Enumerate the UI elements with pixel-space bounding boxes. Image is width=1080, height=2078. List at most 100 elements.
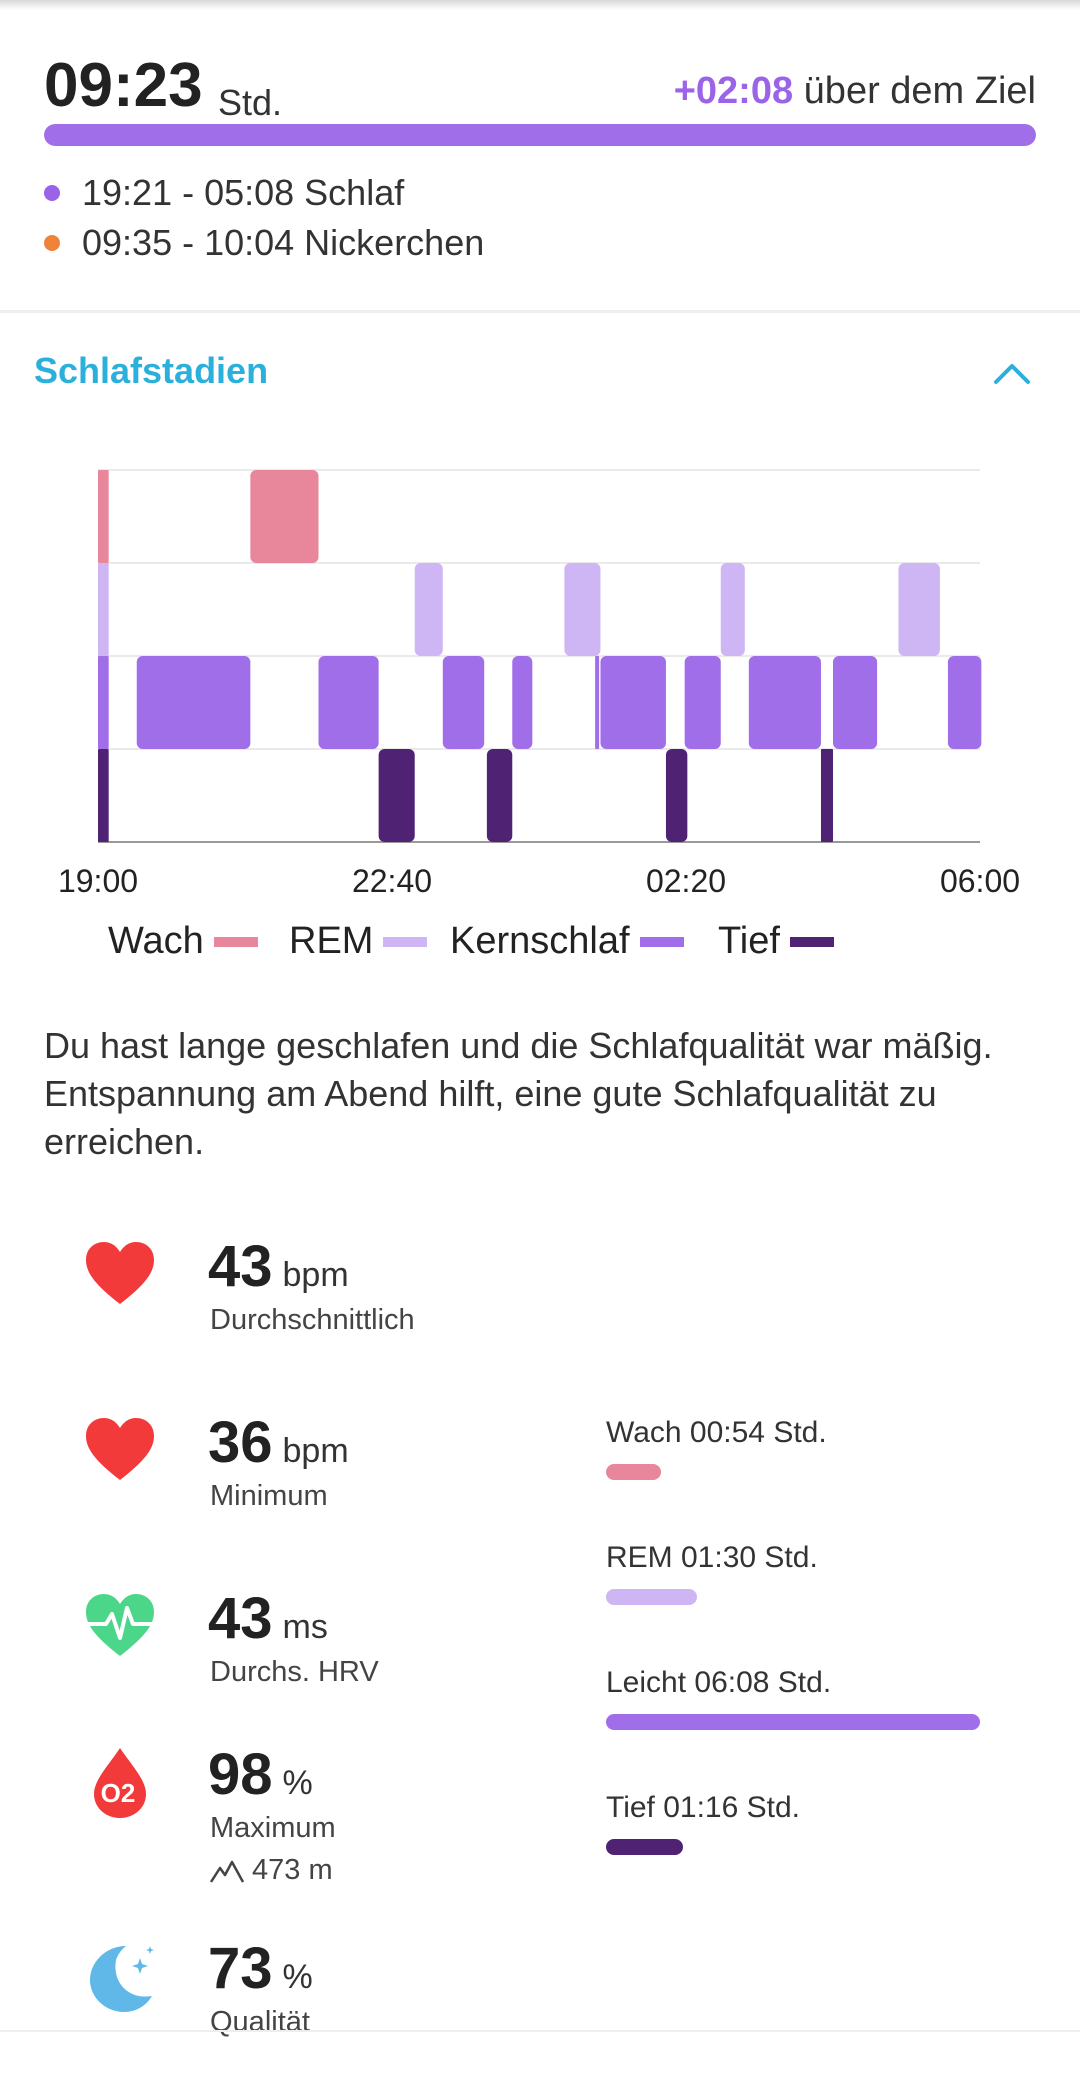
metric-label: Durchs. HRV [210, 1656, 379, 1688]
chart-legend: Wach REM Kernschlaf Tief [0, 920, 1080, 980]
metric-label: Minimum [210, 1480, 328, 1512]
sleep-description: Du hast lange geschlafen und die Schlafq… [44, 1025, 993, 1162]
nap-entry[interactable]: 09:35 - 10:04 Nickerchen [44, 222, 484, 264]
nap-entry-dot [44, 235, 60, 251]
chart-segment-tief [98, 749, 109, 842]
stage-duration-tief: Tief 01:16 Std. [606, 1791, 1026, 1881]
chart-segment-tief [378, 749, 415, 842]
legend-label: Tief [718, 920, 780, 962]
max-spo2: O2 98% Maximum 473 m [0, 1742, 560, 1887]
sleep-stages-chart: 19:00 22:40 02:20 06:00 [58, 469, 1020, 899]
metric-unit: bpm [282, 1256, 349, 1294]
nap-entry-text: 09:35 - 10:04 Nickerchen [82, 222, 485, 263]
stage-duration-bar [606, 1714, 980, 1730]
mountain-icon [210, 1860, 244, 1883]
legend-label: Wach [108, 920, 204, 962]
oxygen-badge: O2 [101, 1778, 136, 1808]
legend-item-wach: Wach [108, 920, 258, 963]
metric-value: 73 [208, 1936, 273, 2001]
bottom-divider [0, 2030, 1080, 2032]
stage-duration-bar [606, 1839, 684, 1855]
stage-duration-wach: Wach 00:54 Std. [606, 1416, 1026, 1506]
chart-segment-wach [98, 470, 109, 563]
chevron-up-icon[interactable] [990, 358, 1034, 388]
chart-segment-kernschlaf [318, 656, 379, 749]
top-shadow [0, 0, 1080, 10]
x-tick-label: 02:20 [646, 863, 726, 899]
legend-item-rem: REM [289, 920, 428, 963]
stage-duration-rem: REM 01:30 Std. [606, 1541, 1026, 1631]
metric-unit: ms [282, 1608, 328, 1646]
avg-hrv: 43 ms Durchs. HRV [0, 1588, 560, 1728]
metric-label: Durchschnittlich [210, 1304, 415, 1336]
chart-segment-tief [820, 749, 833, 842]
sleep-quality: 73% Qualität [0, 1938, 560, 2078]
chart-segment-rem [98, 563, 109, 656]
x-tick-label: 19:00 [58, 863, 138, 899]
stage-duration-label: Tief 01:16 Std. [606, 1791, 801, 1824]
chart-segment-kernschlaf [136, 656, 251, 749]
chart-segment-rem [720, 563, 745, 656]
heart-icon [86, 1242, 154, 1304]
sleep-entry-text: 19:21 - 05:08 Schlaf [82, 172, 405, 213]
legend-swatch [383, 936, 428, 947]
min-heart-rate: 36 bpm Minimum [0, 1412, 560, 1552]
goal-progress-bar [44, 124, 1036, 146]
metric-label: Qualität [210, 2006, 310, 2038]
chart-segment-rem [564, 563, 601, 656]
altitude-value: 473 m [252, 1854, 333, 1886]
metric-unit: bpm [282, 1432, 349, 1470]
stage-duration-label: Leicht 06:08 Std. [606, 1666, 832, 1699]
chart-segment-tief [486, 749, 513, 842]
chart-segment-wach [250, 470, 319, 563]
sleep-summary: 09:23 Std. +02:08 über dem Ziel 19:21 - … [0, 10, 1080, 310]
legend-item-tief: Tief [718, 920, 834, 963]
sleep-entry-dot [44, 185, 60, 201]
chart-segment-kernschlaf [947, 656, 982, 749]
stage-duration-bar [606, 1464, 661, 1480]
chart-segment-kernschlaf [512, 656, 533, 749]
chart-segment-kernschlaf [595, 656, 600, 749]
chart-segment-kernschlaf [442, 656, 485, 749]
chart-segment-rem [898, 563, 940, 656]
metric-unit: % [282, 1764, 313, 1802]
altitude: 473 m [210, 1854, 333, 1887]
legend-label: REM [289, 920, 374, 962]
legend-swatch [789, 936, 834, 947]
x-tick-label: 06:00 [940, 863, 1020, 899]
stage-duration-leicht: Leicht 06:08 Std. [606, 1666, 1026, 1756]
goal-difference-text: über dem Ziel [803, 70, 1036, 112]
goal-difference: +02:08 über dem Ziel [674, 70, 1036, 113]
avg-heart-rate: 43 bpm Durchschnittlich [0, 1236, 560, 1376]
section-title: Schlafstadien [34, 350, 269, 391]
stage-duration-bar [606, 1589, 698, 1605]
chart-segment-kernschlaf [600, 656, 666, 749]
metric-value: 98 [208, 1742, 273, 1807]
moon-stars-icon [90, 1946, 154, 2012]
metric-unit: % [282, 1958, 313, 1996]
chart-segment-kernschlaf [98, 656, 109, 749]
metric-value: 43 [208, 1586, 273, 1651]
stage-duration-label: Wach 00:54 Std. [606, 1416, 827, 1449]
sleep-duration-value: 09:23 [44, 51, 203, 120]
chart-segment-kernschlaf [684, 656, 721, 749]
goal-progress-fill [44, 124, 1036, 146]
heart-pulse-icon [86, 1594, 154, 1656]
chart-segment-kernschlaf [748, 656, 821, 749]
goal-difference-value: +02:08 [673, 70, 794, 112]
heart-icon [86, 1418, 154, 1480]
legend-swatch [639, 936, 684, 947]
sleep-duration-unit: Std. [218, 82, 283, 123]
stage-duration-label: REM 01:30 Std. [606, 1541, 818, 1574]
x-tick-label: 22:40 [352, 863, 432, 899]
metric-label: Maximum [210, 1812, 336, 1844]
chart-segment-tief [665, 749, 688, 842]
oxygen-drop-icon: O2 [94, 1748, 146, 1818]
legend-swatch [213, 936, 258, 947]
sleep-entry[interactable]: 19:21 - 05:08 Schlaf [44, 172, 404, 214]
metric-value: 43 [208, 1234, 273, 1299]
section-divider [0, 310, 1080, 313]
legend-label: Kernschlaf [450, 920, 630, 962]
metric-value: 36 [208, 1410, 273, 1475]
chart-segment-rem [414, 563, 443, 656]
